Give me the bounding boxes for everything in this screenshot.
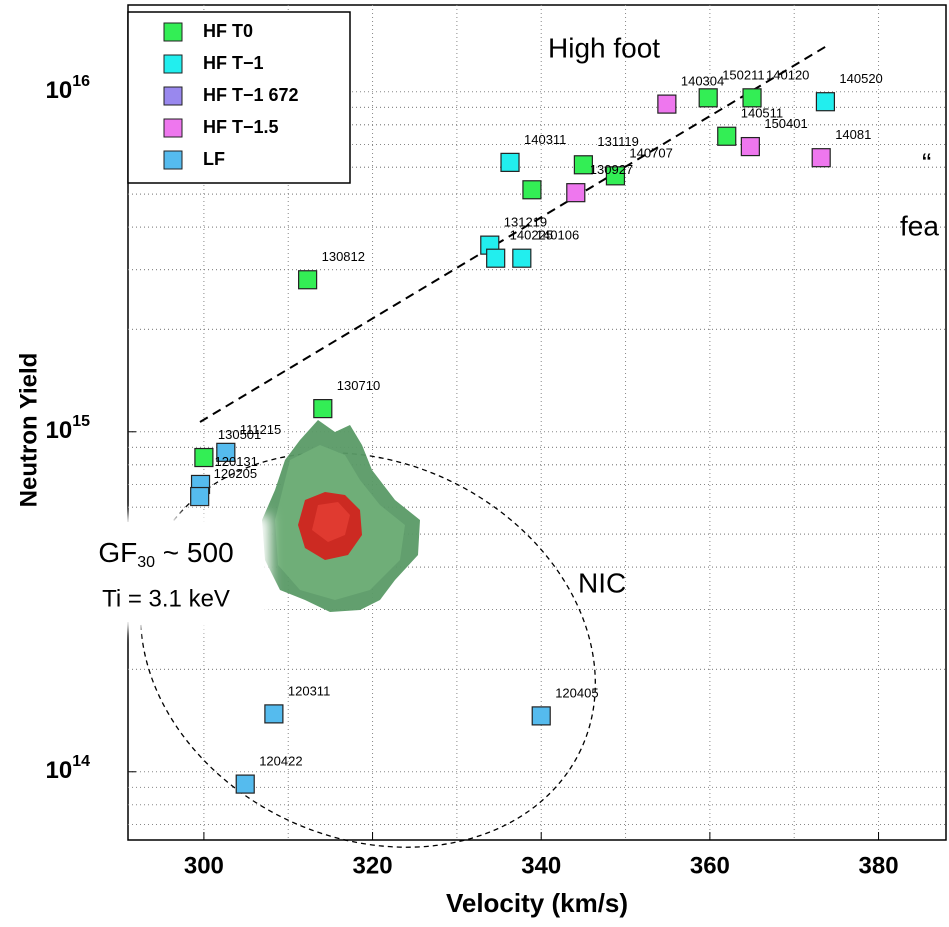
point [313, 399, 333, 419]
point [740, 136, 760, 157]
legend-swatch [163, 54, 183, 74]
y-tick-exponent: 15 [72, 413, 90, 430]
legend-label: HF T−1 [203, 53, 264, 73]
point-label: 140311 [524, 132, 566, 147]
legend-label: LF [203, 149, 225, 169]
point-label: 140511 [741, 106, 783, 121]
annotation: “ [922, 147, 931, 178]
point [216, 442, 236, 462]
point-label: 120205 [214, 466, 257, 481]
point-label: 140106 [536, 228, 579, 243]
point [573, 155, 593, 175]
fit-line [199, 43, 831, 423]
point [264, 704, 284, 724]
point [698, 88, 718, 108]
point [500, 152, 520, 172]
point-label: 130501 [218, 427, 261, 442]
point-label: 14081 [835, 127, 871, 142]
legend-swatch [163, 86, 183, 106]
point-label: 140520 [839, 71, 882, 86]
point [815, 92, 836, 112]
point-label: 120311 [288, 683, 330, 698]
annotation: High foot [548, 32, 660, 63]
point [190, 486, 210, 507]
point [486, 248, 506, 268]
y-tick-label: 1015 [46, 413, 91, 444]
point [522, 180, 542, 200]
annotation-text: GF [98, 537, 137, 568]
point [531, 706, 551, 726]
legend-swatch [163, 22, 183, 42]
annotation-box [62, 522, 262, 622]
legend: HF T0 HF T−1 HF T−1 672 HF T−1.5 LF [127, 11, 351, 184]
point-label: 120405 [555, 685, 598, 700]
legend-swatch [163, 118, 183, 138]
y-tick-base: 10 [46, 417, 73, 444]
point-label: 140304 [681, 74, 724, 89]
point [298, 270, 318, 290]
point-label: 140225 [510, 228, 553, 243]
x-tick-label: 300 [184, 852, 224, 879]
point-label: 120131 [215, 454, 258, 469]
capsule-image [262, 420, 420, 612]
annotation: Ti = 3.1 keV [102, 585, 230, 612]
y-tick-label: 1016 [46, 73, 91, 104]
annotation: NIC [578, 567, 626, 598]
x-tick-label: 320 [353, 852, 393, 879]
point-label: 150401 [764, 116, 807, 131]
point-label: 131219 [504, 215, 547, 230]
y-tick-base: 10 [46, 757, 73, 784]
x-tick-label: 380 [859, 852, 899, 879]
point-label: 111215 [240, 422, 281, 437]
point [717, 126, 737, 146]
y-axis-label: Neutron Yield [15, 353, 42, 508]
point [657, 94, 677, 114]
point-label: 131119 [597, 134, 638, 149]
x-tick-label: 360 [690, 852, 730, 879]
y-tick-base: 10 [46, 77, 73, 104]
legend-swatch [163, 150, 183, 170]
legend-label: HF T−1.5 [203, 117, 279, 137]
point-label: 150211 [722, 67, 764, 82]
point [566, 183, 586, 203]
point-label: 120422 [259, 754, 302, 769]
point-label: 130812 [322, 249, 365, 264]
legend-label: HF T0 [203, 21, 253, 41]
annotation-tail: ~ 500 [155, 537, 234, 568]
legend-label: HF T−1 672 [203, 85, 299, 105]
point [235, 774, 255, 794]
point [811, 148, 831, 168]
annotation: fea [900, 210, 939, 241]
annotation: GF30 ~ 500 [98, 537, 233, 571]
x-tick-label: 340 [521, 852, 561, 879]
y-tick-exponent: 16 [72, 73, 90, 90]
point [742, 88, 762, 108]
point-label: 130710 [337, 378, 380, 393]
point [605, 166, 626, 186]
y-tick-exponent: 14 [72, 753, 90, 770]
point [194, 447, 214, 468]
point [512, 248, 532, 268]
point-label: 130927 [590, 162, 633, 177]
y-tick-label: 1014 [46, 753, 91, 784]
point-label: 140707 [629, 145, 672, 160]
x-axis-label: Velocity (km/s) [446, 888, 628, 918]
annotation-sub: 30 [137, 554, 155, 571]
point-label: 140120 [766, 67, 809, 82]
